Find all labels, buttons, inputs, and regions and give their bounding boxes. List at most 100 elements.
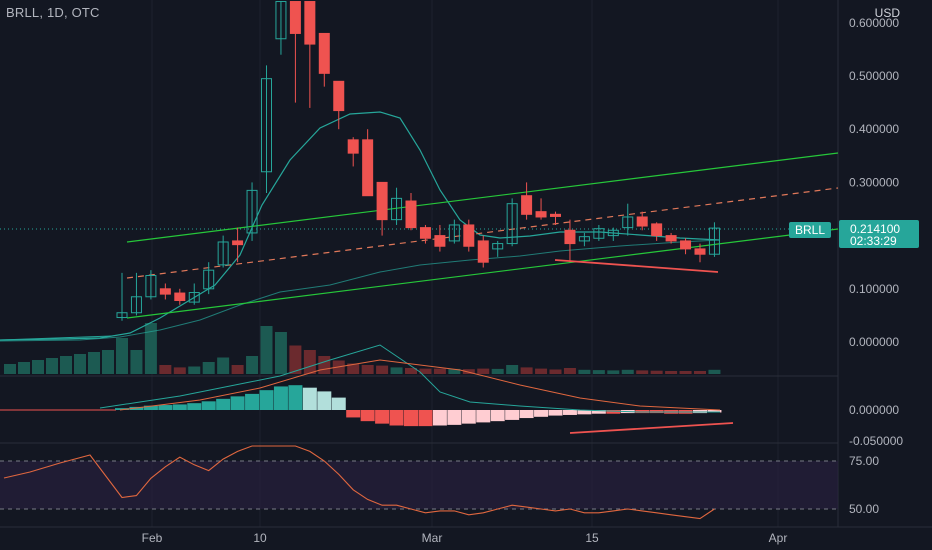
rsi-tick-label: 75.00	[849, 454, 879, 468]
price-divergence-line[interactable]	[554, 259, 719, 273]
candle-body	[232, 240, 244, 246]
candle-body	[463, 224, 475, 247]
volume-bar	[102, 350, 114, 374]
candle-body	[391, 197, 403, 221]
candle-body	[665, 235, 677, 242]
macd-bar	[505, 410, 520, 420]
macd-bar	[273, 386, 288, 410]
volume-bar	[376, 365, 389, 374]
time-tick-label: Feb	[142, 531, 163, 545]
candle-body	[275, 1, 287, 40]
macd-bar	[216, 398, 231, 410]
macd-bar	[129, 406, 144, 410]
last-price: 0.214100	[850, 222, 901, 236]
rsi-series-line	[3, 445, 715, 520]
symbol-tag: BRLL	[789, 222, 832, 238]
macd-bar	[461, 410, 476, 424]
volume-bar	[260, 326, 273, 374]
candle-body	[651, 223, 663, 237]
macd-bar	[707, 410, 722, 413]
volume-bar	[520, 367, 533, 374]
macd-tick-label: -0.050000	[849, 434, 903, 448]
candle-body	[550, 213, 561, 217]
volume-bar	[318, 356, 331, 374]
volume-bar	[650, 370, 663, 374]
candle-body	[521, 195, 533, 215]
time-axis[interactable]: Feb 10 Mar 15 Apr	[142, 531, 788, 545]
volume-bar	[665, 371, 678, 374]
volume-bar	[88, 352, 100, 374]
volume-bar	[549, 369, 562, 374]
macd-bar	[404, 410, 418, 427]
macd-bar	[317, 391, 332, 410]
candle-body	[564, 229, 576, 245]
price-axis[interactable]: 0.0000000.1000000.2000000.3000000.400000…	[849, 16, 899, 349]
macd-bar	[519, 410, 534, 419]
macd-axis[interactable]: 0.000000 -0.050000	[849, 403, 903, 448]
macd-bar	[432, 410, 447, 426]
macd-bar	[606, 410, 621, 414]
time-tick-label: 10	[253, 531, 267, 545]
volume-bar	[535, 368, 548, 374]
candle-body	[333, 80, 345, 112]
macd-bar	[172, 404, 187, 410]
rsi-line	[3, 445, 715, 520]
candle-body	[448, 224, 460, 242]
volume-bar	[506, 365, 519, 374]
bar-countdown: 02:33:29	[850, 234, 897, 248]
price-tick-label: 0.600000	[849, 16, 899, 30]
candle-body	[376, 181, 388, 221]
volume-bar	[4, 364, 16, 374]
volume-bar	[419, 368, 432, 374]
chart-title: BRLL, 1D, OTC	[6, 5, 100, 20]
time-tick-label: 15	[585, 531, 599, 545]
volume-bar	[144, 323, 157, 374]
macd-bar	[577, 410, 592, 415]
volume-bar	[130, 350, 143, 374]
macd-line	[99, 344, 720, 413]
macd-bar	[288, 385, 303, 410]
volume-bar	[477, 368, 490, 374]
volume-bar	[433, 368, 446, 374]
early-price-line	[0, 335, 113, 341]
macd-bar	[201, 401, 216, 410]
volume-bar	[592, 370, 605, 374]
last-price-tag: 0.214100 02:33:29	[839, 220, 919, 248]
macd-bar	[302, 387, 317, 410]
macd-bar	[418, 410, 433, 427]
candle-body	[318, 32, 330, 74]
volume-bar	[303, 350, 316, 374]
candle-body	[145, 275, 157, 298]
macd-bar	[447, 410, 462, 425]
macd-bar	[476, 410, 491, 423]
candle-body	[708, 227, 720, 255]
macd-bar	[360, 410, 375, 422]
volume-bar	[361, 365, 374, 374]
volume-bar	[694, 371, 706, 374]
candle-body	[607, 229, 619, 237]
volume-bar	[202, 362, 215, 374]
candle-body	[130, 296, 142, 314]
candle-body	[578, 236, 590, 242]
volume-bar	[217, 357, 230, 374]
candle-body	[246, 189, 258, 234]
macd-signal-line	[119, 359, 721, 411]
volume-bar	[708, 369, 721, 374]
candle-body	[304, 1, 316, 45]
moving-average-slow-line	[0, 239, 721, 342]
volume-bar	[60, 356, 72, 374]
moving-average	[0, 111, 721, 342]
macd-divergence-line[interactable]	[569, 422, 734, 434]
price-tick-label: 0.500000	[849, 69, 899, 83]
upper-channel-line[interactable]	[126, 152, 839, 243]
moving-average-line	[0, 111, 721, 341]
candle-body	[261, 78, 272, 173]
volume-bar	[116, 338, 128, 374]
candle-body	[622, 216, 634, 229]
volume-bars	[4, 323, 721, 374]
macd-bar	[187, 403, 202, 410]
macd-bar	[389, 410, 404, 426]
mid-channel-line[interactable]	[126, 187, 839, 279]
candle-body	[593, 228, 605, 239]
